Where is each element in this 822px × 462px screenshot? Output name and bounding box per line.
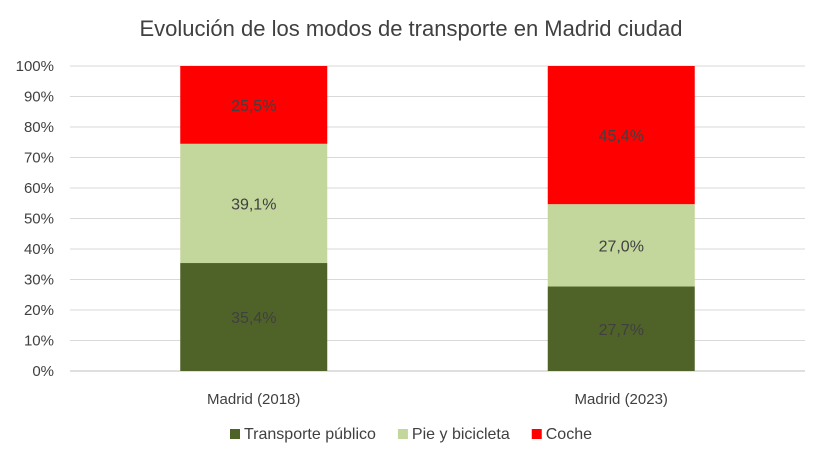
data-label: 35,4% [231, 310, 276, 327]
y-tick-label: 20% [24, 302, 54, 319]
y-tick-label: 40% [24, 241, 54, 258]
bar-segment [547, 204, 695, 287]
bar-segment [180, 66, 328, 144]
bar-segment [547, 286, 695, 371]
y-tick-label: 30% [24, 272, 54, 289]
legend: Transporte público Pie y bicicleta Coche [230, 426, 592, 443]
legend-item: Pie y bicicleta [397, 426, 510, 443]
bar-segment [547, 66, 695, 205]
y-tick-label: 50% [24, 211, 54, 228]
y-tick-label: 100% [16, 58, 54, 75]
bars [180, 66, 695, 371]
legend-item: Transporte público [230, 426, 376, 443]
legend-item: Coche [531, 426, 592, 443]
y-tick-label: 0% [32, 363, 54, 380]
y-tick-label: 70% [24, 150, 54, 167]
bar-segment [180, 143, 328, 264]
legend-label: Pie y bicicleta [412, 426, 510, 443]
y-tick-label: 80% [24, 119, 54, 136]
legend-swatch [230, 429, 240, 439]
data-label: 45,4% [599, 128, 644, 145]
legend-label: Transporte público [244, 426, 376, 443]
y-tick-label: 90% [24, 89, 54, 106]
y-tick-label: 10% [24, 333, 54, 350]
chart-title: Evolución de los modos de transporte en … [140, 16, 683, 41]
legend-swatch [397, 429, 408, 439]
y-tick-label: 60% [24, 180, 54, 197]
legend-label: Coche [546, 426, 592, 443]
category-label: Madrid (2023) [575, 391, 668, 408]
legend-swatch [531, 429, 542, 439]
x-axis-categories: Madrid (2018) Madrid (2023) [207, 391, 668, 408]
data-labels: 35,4% 39,1% 25,5% 27,7% 27,0% 45,4% [231, 98, 644, 339]
data-label: 27,7% [599, 322, 644, 339]
data-label: 27,0% [599, 238, 644, 255]
y-axis-ticks: 0% 10% 20% 30% 40% 50% 60% 70% 80% 90% 100% [16, 58, 54, 380]
bar-segment [180, 263, 328, 371]
data-label: 25,5% [231, 98, 276, 115]
category-label: Madrid (2018) [207, 391, 300, 408]
data-label: 39,1% [231, 196, 276, 213]
